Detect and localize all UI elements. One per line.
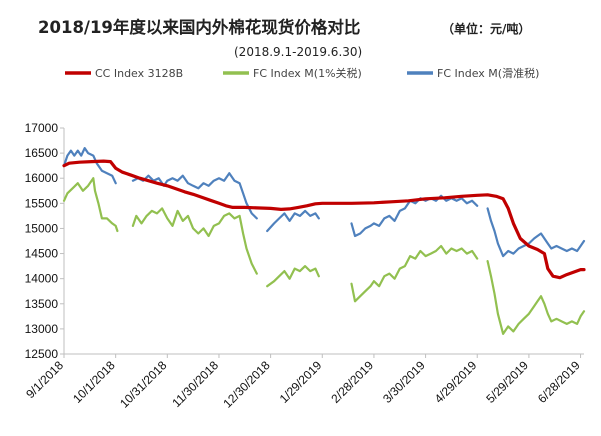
- series-layer: [62, 147, 586, 335]
- y-tick-label: 12500: [25, 347, 59, 361]
- chart-title: 2018/19年度以来国内外棉花现货价格对比: [38, 17, 360, 37]
- chart-subtitle: (2018.9.1-2019.6.30): [234, 45, 362, 59]
- y-tick-label: 17000: [25, 121, 59, 135]
- y-tick-label: 16500: [25, 146, 59, 160]
- series-line: [62, 147, 586, 258]
- legend-label: FC Index M(滑准税): [437, 66, 539, 80]
- y-tick-label: 16000: [25, 171, 59, 185]
- y-tick-label: 13500: [25, 297, 59, 311]
- y-tick-label: 15500: [25, 196, 59, 210]
- series-line: [62, 159, 586, 280]
- legend-label: FC Index M(1%关税): [253, 66, 362, 80]
- y-tick-label: 13000: [25, 322, 59, 336]
- legend: CC Index 3128B FC Index M(1%关税) FC Index M…: [65, 66, 539, 80]
- y-tick-label: 14000: [25, 272, 59, 286]
- y-tick-label: 15000: [25, 221, 59, 235]
- legend-label: CC Index 3128B: [95, 67, 183, 80]
- series-line: [62, 177, 586, 335]
- chart-unit: （单位：元/吨）: [442, 21, 530, 36]
- y-tick-label: 14500: [25, 247, 59, 261]
